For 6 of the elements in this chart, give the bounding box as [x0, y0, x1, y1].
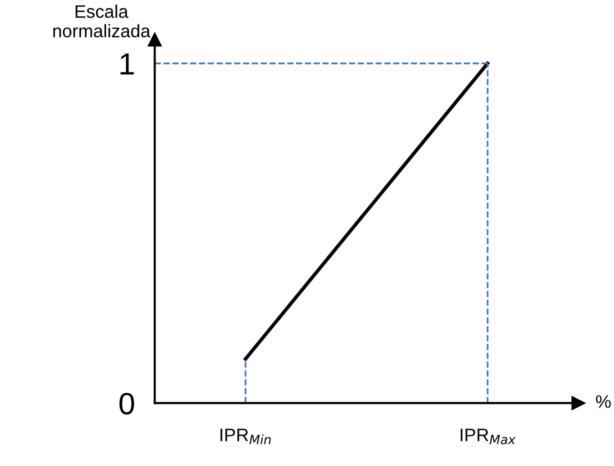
x-tick-label: IPR$_{Max}$ — [460, 428, 516, 444]
x-axis-title: % — [596, 395, 611, 408]
y-tick-label: 1 — [120, 53, 134, 74]
y-axis-title: Escala normalizada — [53, 4, 150, 38]
x-tick-label: IPR$_{Min}$ — [220, 428, 271, 444]
y-tick-label: 0 — [119, 392, 134, 414]
